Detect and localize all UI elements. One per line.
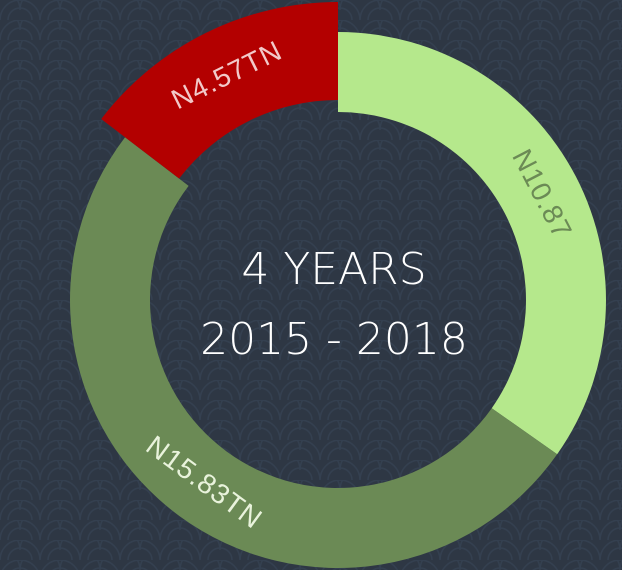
center-subtitle: 2015 - 2018 (200, 314, 468, 365)
donut-segment (101, 2, 338, 179)
donut-segment (70, 137, 558, 568)
center-title: 4 YEARS (241, 244, 426, 295)
donut-segment (338, 32, 606, 455)
